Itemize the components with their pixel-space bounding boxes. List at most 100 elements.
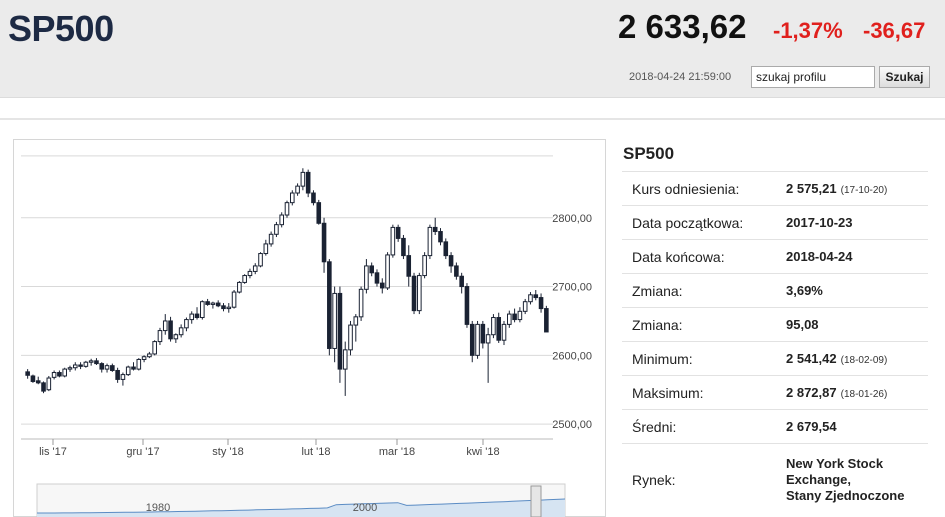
candle-up [141, 356, 147, 360]
candle-up [104, 365, 110, 370]
candle-up [184, 319, 189, 329]
candle-up [348, 324, 353, 351]
navigator-line [37, 498, 566, 514]
candle-up [147, 353, 152, 358]
info-title: SP500 [623, 144, 675, 163]
candle-up [390, 226, 396, 256]
candle-up [247, 270, 253, 277]
candle-down [533, 294, 539, 299]
change-absolute: -36,67 [863, 18, 926, 43]
candle-down [454, 265, 459, 277]
candle-up [189, 313, 195, 321]
candle-down [448, 255, 454, 267]
info-label: Data początkowa: [622, 205, 775, 240]
candle-down [369, 265, 374, 274]
y-tick-label: 2700,00 [552, 282, 592, 294]
info-label: Zmiana: [622, 273, 775, 308]
info-row: Zmiana: 95,08 [622, 307, 928, 342]
profile-search-input[interactable] [751, 66, 875, 88]
candle-up [152, 341, 157, 355]
y-tick-label: 2800,00 [552, 213, 592, 225]
candle-down [480, 323, 486, 344]
candle-up [353, 316, 359, 326]
candle-down [99, 363, 105, 370]
info-value-text: 95,08 [786, 317, 819, 332]
candle-down [443, 241, 449, 257]
candle-down [30, 375, 36, 382]
candle-up [125, 366, 131, 376]
info-label: Data końcowa: [622, 239, 775, 274]
candle-up [501, 323, 507, 341]
candle-down [395, 226, 401, 239]
candle-up [385, 254, 390, 289]
info-note: (18-02-09) [840, 355, 888, 366]
info-value-text: 3,69% [786, 283, 823, 298]
candle-up [364, 265, 369, 290]
market-line: New York Stock [786, 455, 884, 471]
candlestick-chart[interactable]: 2500,00 2600,00 2700,00 2800,00 lis '17 gru '… [13, 139, 606, 517]
last-price: 2 633,62 [618, 8, 747, 45]
info-value: 3,69% [775, 273, 928, 308]
info-label: Średni: [622, 409, 775, 444]
x-tick-label: sty '18 [212, 446, 243, 458]
info-label: Minimum: [622, 341, 775, 376]
candle-up [507, 313, 512, 325]
market-line: Stany Zjednoczone [786, 487, 905, 503]
candle-down [512, 313, 517, 321]
market-line: Exchange, [786, 471, 852, 487]
market-value: New York Stock Exchange, Stany Zjednoczone [775, 443, 928, 516]
candle-up [332, 292, 337, 349]
candle-up [300, 171, 306, 187]
info-note: (18-01-26) [840, 389, 888, 400]
info-value: 2 541,42 (18-02-09) [775, 341, 928, 376]
candle-down [459, 275, 464, 288]
info-label: Maksimum: [622, 375, 775, 410]
candle-up [517, 310, 523, 321]
candle-down [311, 192, 316, 204]
candle-down [496, 317, 502, 341]
candle-up [289, 192, 295, 204]
candle-down [205, 301, 210, 305]
candle-up [295, 185, 300, 194]
info-value-text: 2018-04-24 [786, 249, 853, 264]
candle-up [528, 294, 533, 303]
candle-up [231, 291, 237, 308]
candle-up [67, 367, 73, 370]
candle-up [427, 226, 433, 257]
candle-up [417, 275, 422, 312]
info-label: Zmiana: [622, 307, 775, 342]
candle-up [162, 320, 168, 332]
info-value: 2017-10-23 [775, 205, 928, 240]
info-table: Kurs odniesienia: 2 575,21 (17-10-20) Data … [622, 171, 928, 516]
candle-up [237, 281, 242, 293]
candle-down [215, 302, 221, 307]
candle-up [242, 275, 247, 283]
candle-down [115, 369, 120, 380]
candle-up [279, 214, 285, 226]
candle-up [173, 334, 179, 340]
navigator-handle[interactable] [530, 485, 542, 517]
x-tick-label: lut '18 [301, 446, 330, 458]
info-label: Rynek: [622, 443, 775, 516]
candle-up [485, 334, 491, 344]
candle-up [51, 372, 57, 378]
navigator-area [37, 499, 565, 517]
candle-down [305, 171, 311, 194]
quote-timestamp: 2018-04-24 21:59:00 [629, 71, 732, 83]
candle-up [178, 327, 184, 336]
info-label: Kurs odniesienia: [622, 171, 775, 206]
info-value: 2018-04-24 [775, 239, 928, 274]
info-row: Data końcowa: 2018-04-24 [622, 239, 928, 274]
candle-down [94, 360, 99, 365]
ticker-symbol: SP500 [8, 8, 114, 49]
info-value-text: 2 872,87 [786, 385, 837, 400]
y-tick-label: 2600,00 [552, 350, 592, 362]
info-row: Zmiana: 3,69% [622, 273, 928, 308]
search-button[interactable]: Szukaj [879, 66, 930, 88]
candle-up [226, 306, 232, 310]
candle-up [72, 364, 78, 369]
info-row: Średni: 2 679,54 [622, 409, 928, 444]
candle-down [78, 364, 83, 367]
info-value-text: 2 679,54 [786, 419, 837, 434]
candle-down [194, 313, 200, 319]
